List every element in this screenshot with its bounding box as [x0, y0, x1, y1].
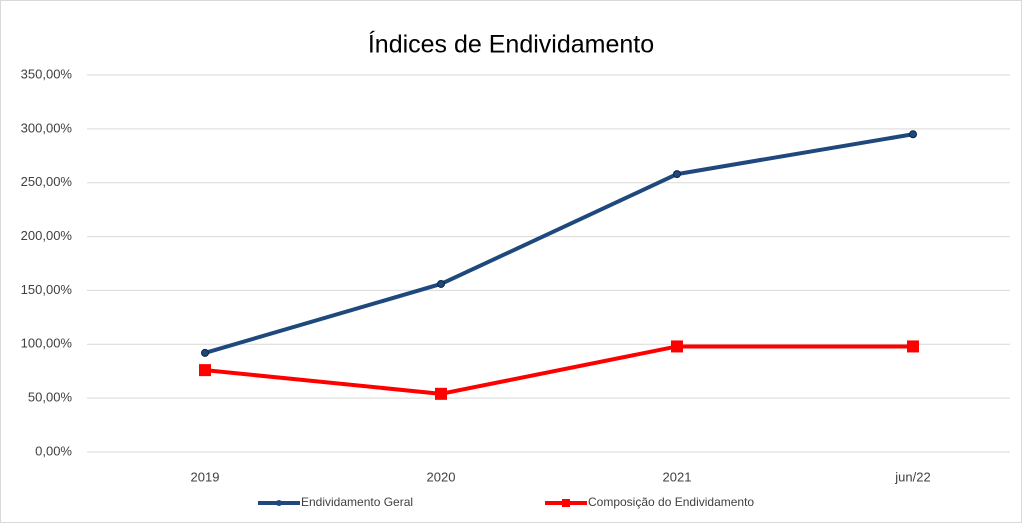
legend-marker [276, 500, 282, 506]
line [204, 132, 914, 355]
line [204, 344, 913, 396]
legend-marker [562, 499, 570, 507]
marker [437, 279, 445, 288]
y-tick-label: 250,00% [21, 174, 73, 189]
x-tick-label: 2020 [427, 469, 456, 484]
y-tick-label: 0,00% [35, 443, 72, 458]
y-tick-label: 350,00% [21, 66, 73, 81]
marker [673, 170, 681, 179]
x-tick-label: 2019 [191, 469, 220, 484]
y-tick-label: 50,00% [28, 390, 73, 405]
y-tick-label: 200,00% [21, 228, 73, 243]
legend-label: Endividamento Geral [301, 495, 413, 509]
y-tick-label: 300,00% [21, 120, 73, 135]
x-tick-label: 2021 [663, 469, 692, 484]
legend-label: Composição do Endividamento [588, 495, 754, 509]
x-tick-label: jun/22 [894, 469, 930, 484]
marker [199, 364, 211, 377]
marker [435, 387, 447, 400]
marker [201, 348, 209, 357]
chart-title: Índices de Endividamento [368, 30, 654, 59]
y-tick-label: 150,00% [21, 282, 73, 297]
y-tick-label: 100,00% [21, 336, 73, 351]
marker [907, 340, 919, 353]
marker [671, 340, 683, 353]
marker [909, 130, 917, 139]
